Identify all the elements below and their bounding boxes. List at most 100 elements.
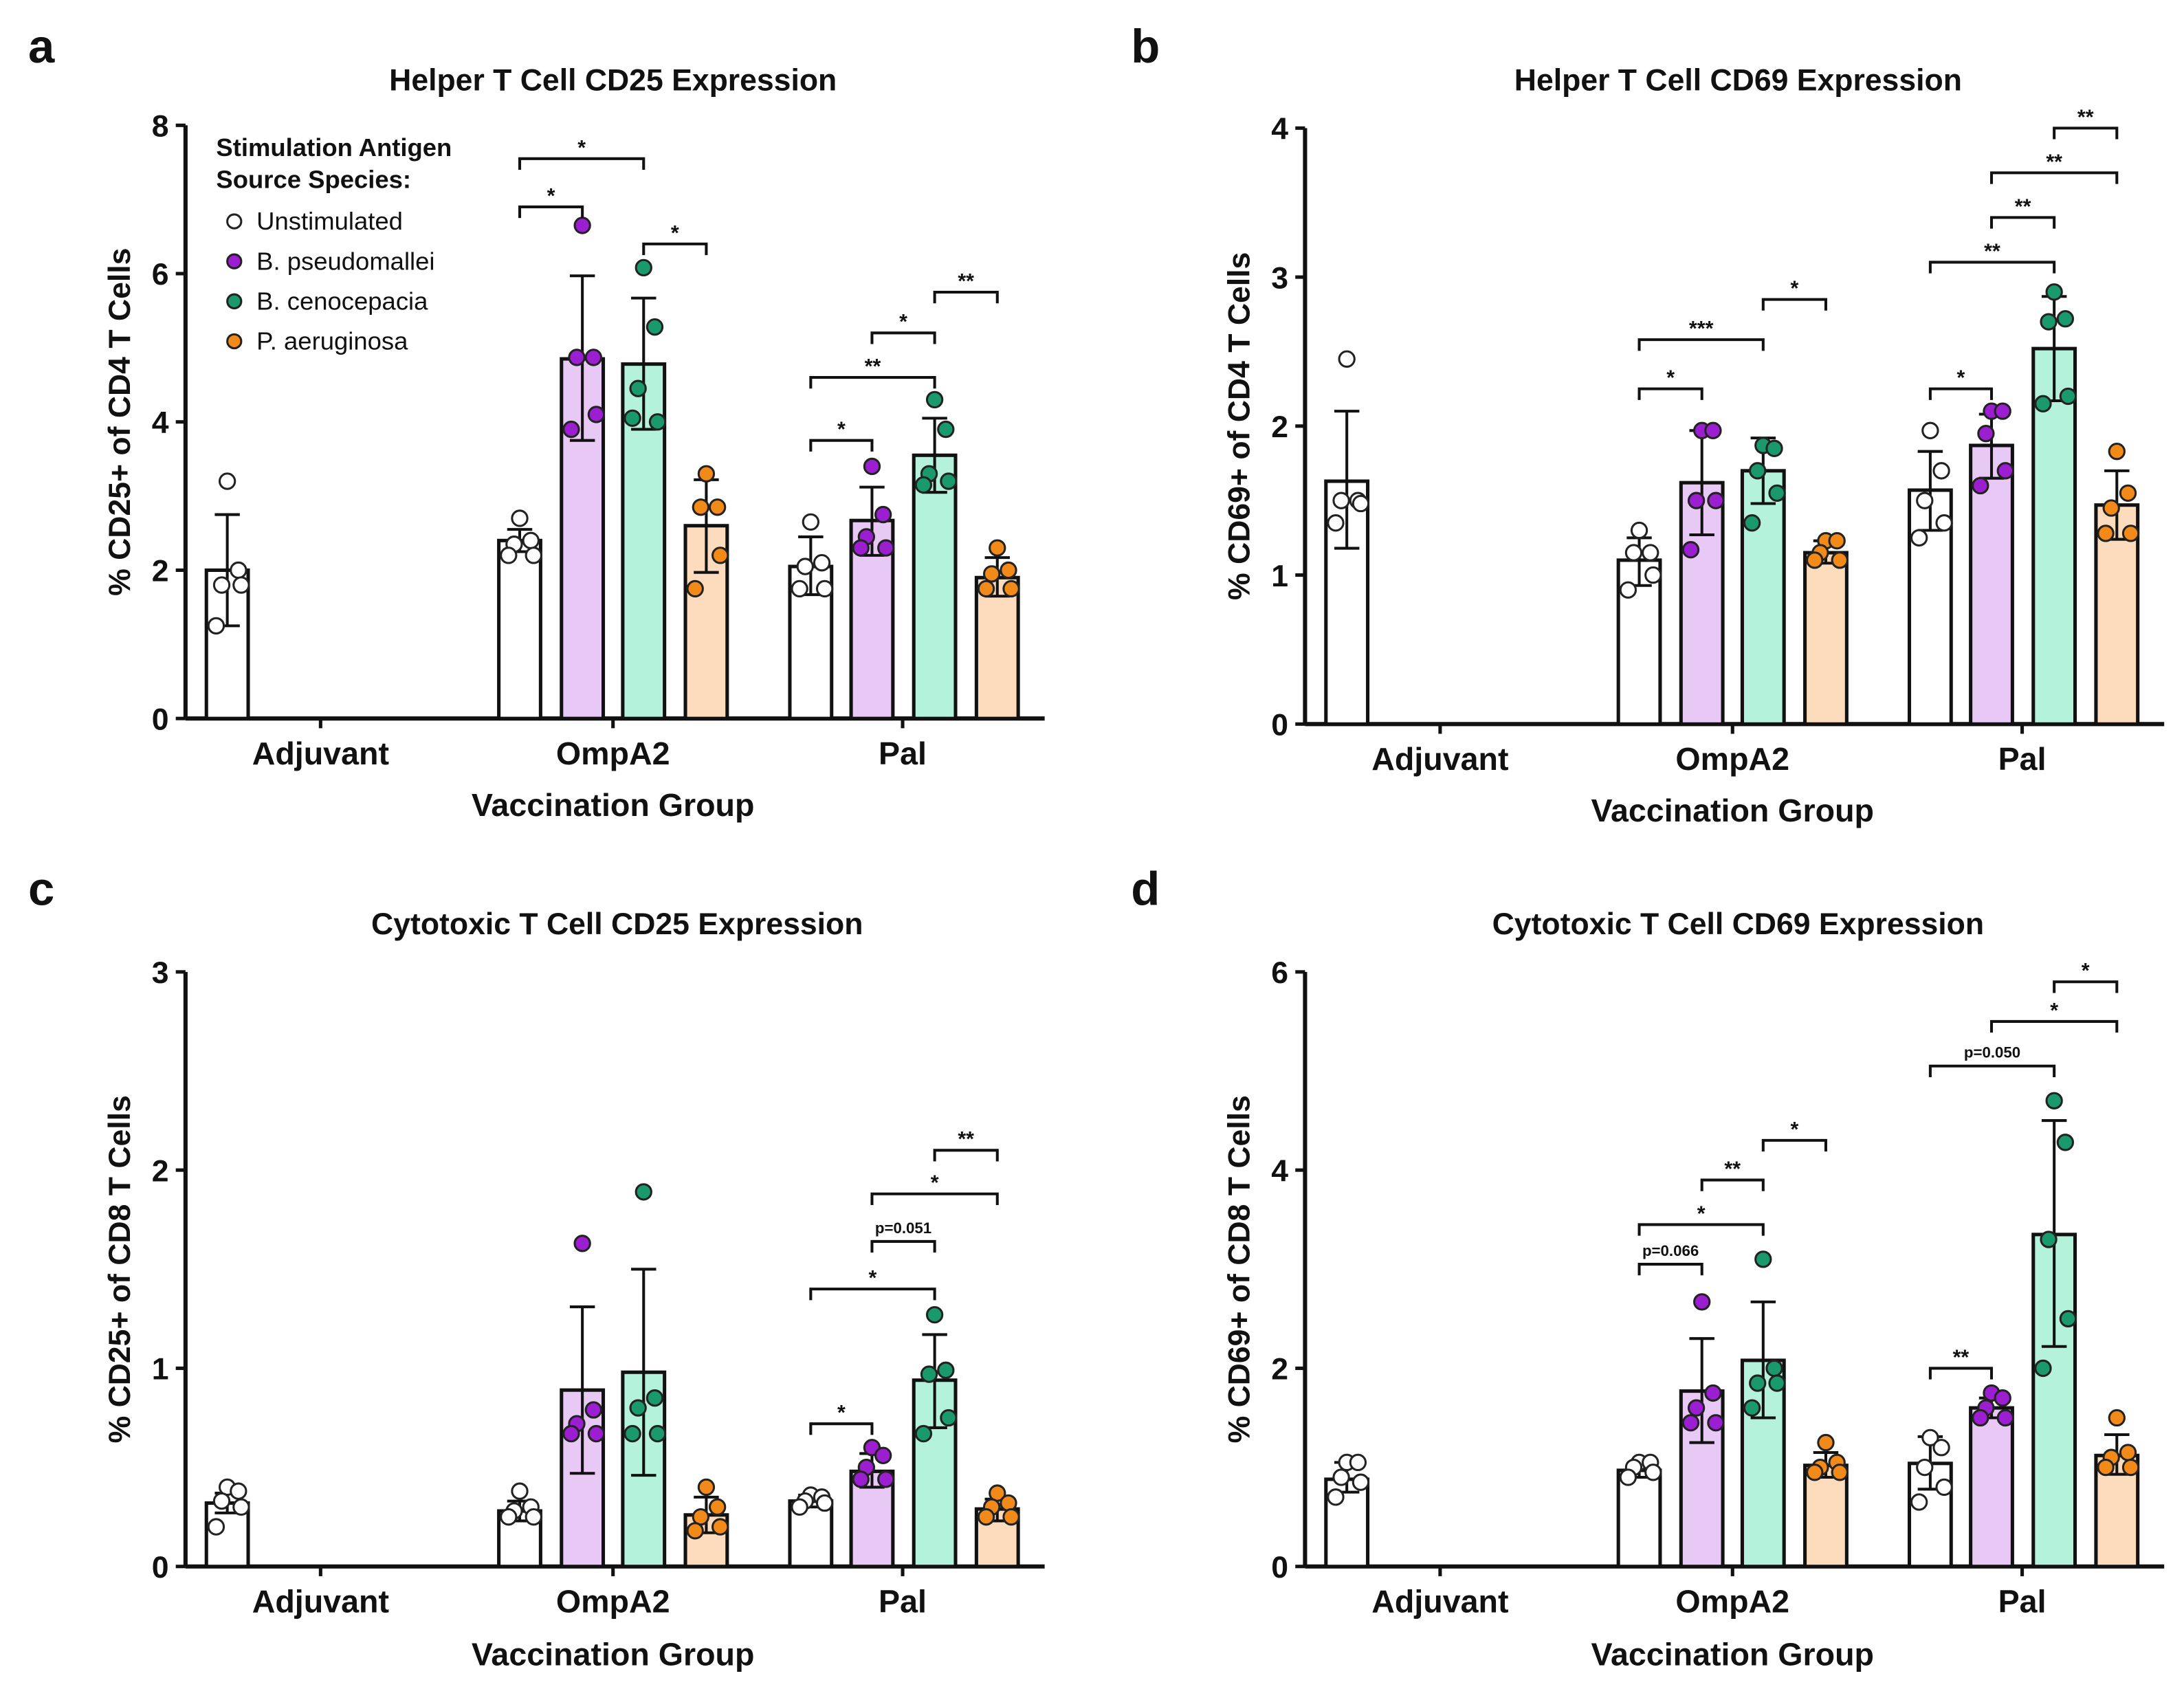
data-point — [624, 409, 641, 428]
data-point — [815, 1494, 834, 1512]
bar — [1969, 1406, 2014, 1569]
data-point — [624, 1424, 641, 1443]
significance-bracket — [870, 331, 936, 344]
significance-bracket — [933, 290, 999, 304]
y-tick-label: 0 — [1271, 1551, 1288, 1585]
significance-label: ** — [2015, 195, 2031, 218]
data-point — [1693, 1293, 1711, 1311]
significance-bracket — [1928, 1064, 2056, 1077]
significance-label: * — [1790, 1118, 1798, 1141]
significance-label: * — [837, 418, 846, 441]
data-point — [686, 579, 704, 598]
data-point — [587, 1424, 606, 1443]
legend-item-label: P. aeruginosa — [256, 327, 408, 355]
data-point — [232, 576, 250, 594]
y-tick-label: 2 — [152, 1154, 169, 1188]
significance-label: ** — [2077, 105, 2094, 129]
y-axis-label: % CD69+ of CD4 T Cells — [1222, 252, 1256, 600]
significance-bracket — [1928, 261, 2056, 274]
significance-label: * — [547, 184, 555, 208]
x-tick-label-adjuvant: Adjuvant — [252, 736, 389, 771]
y-tick-label: 2 — [1271, 410, 1288, 444]
significance-label: ** — [1984, 239, 2000, 263]
data-point — [1619, 1468, 1637, 1486]
data-point — [1768, 1374, 1786, 1392]
data-point — [1681, 541, 1700, 559]
significance-bracket — [870, 1192, 999, 1205]
x-tick-label-ompa2: OmpA2 — [556, 736, 670, 771]
significance-label: * — [931, 1171, 939, 1195]
data-point — [1828, 532, 1846, 550]
y-tick-label: 2 — [1271, 1353, 1288, 1387]
data-point — [500, 1508, 518, 1526]
legend: Stimulation Antigen Source Species: Unstim… — [216, 133, 452, 355]
data-point — [2102, 499, 2120, 517]
data-point — [1352, 494, 1370, 513]
data-point — [1327, 1488, 1345, 1506]
data-point — [925, 390, 944, 409]
data-point — [500, 547, 518, 564]
data-point — [646, 1389, 664, 1407]
data-point — [914, 1424, 933, 1443]
panel-a: a Helper T Cell CD25 Expression % CD25+ of… — [28, 20, 1045, 823]
data-point — [1332, 1468, 1350, 1486]
data-point — [914, 476, 933, 494]
data-point — [802, 513, 819, 531]
x-axis-label: Vaccination Group — [1591, 1637, 1874, 1673]
significance-bracket — [1761, 298, 1827, 311]
significance-bracket — [2053, 126, 2119, 140]
significance-label: p=0.051 — [875, 1219, 931, 1237]
data-point — [511, 509, 529, 527]
data-point — [1996, 462, 2014, 480]
data-point — [587, 406, 606, 423]
data-point — [1743, 514, 1761, 532]
chart-title: Cytotoxic T Cell CD69 Expression — [1492, 907, 1984, 941]
data-point — [212, 1492, 231, 1510]
data-point — [708, 1498, 727, 1516]
data-point — [2097, 525, 2115, 542]
bar — [1616, 1468, 1662, 1569]
x-axis-label: Vaccination Group — [1591, 793, 1874, 828]
significance-label: * — [1666, 366, 1675, 390]
y-axis-label: % CD69+ of CD8 T Cells — [1222, 1095, 1256, 1443]
data-point — [1806, 1464, 1824, 1481]
significance-bracket — [2053, 980, 2119, 993]
data-point — [877, 539, 895, 557]
y-tick-label: 1 — [152, 1353, 169, 1387]
data-point — [230, 1482, 247, 1500]
data-point — [874, 1446, 892, 1464]
y-tick-label: 6 — [152, 258, 169, 291]
data-point — [2121, 525, 2140, 542]
data-point — [925, 1305, 944, 1324]
data-point — [796, 558, 814, 575]
significance-label: * — [2082, 959, 2090, 982]
y-tick-label: 8 — [152, 110, 169, 144]
data-point — [1644, 566, 1662, 584]
data-point — [584, 1401, 603, 1419]
data-point — [1765, 1359, 1783, 1378]
data-point — [573, 1235, 591, 1252]
data-point — [1921, 421, 1939, 439]
data-point — [1817, 1433, 1835, 1452]
data-point — [2056, 1134, 2075, 1151]
data-point — [525, 1508, 542, 1526]
data-point — [562, 1424, 580, 1443]
x-tick-label-ompa2: OmpA2 — [556, 1584, 670, 1620]
significance-label: ** — [958, 269, 974, 293]
data-point — [920, 1365, 938, 1383]
data-point — [568, 349, 586, 366]
significance-bracket — [1989, 216, 2056, 229]
data-point — [1619, 581, 1637, 599]
data-point — [1932, 1439, 1950, 1457]
x-tick-label-ompa2: OmpA2 — [1675, 1584, 1789, 1620]
significance-label: * — [1957, 366, 1965, 390]
data-point — [708, 498, 727, 516]
y-axis-label: % CD25+ of CD4 T Cells — [103, 248, 137, 596]
data-point — [1002, 579, 1020, 598]
data-point — [525, 547, 542, 564]
y-tick-label: 4 — [1271, 113, 1288, 146]
data-point — [1707, 1414, 1725, 1432]
data-point — [1910, 529, 1928, 547]
x-tick-label-adjuvant: Adjuvant — [1371, 741, 1508, 777]
data-point — [1921, 1428, 1939, 1447]
